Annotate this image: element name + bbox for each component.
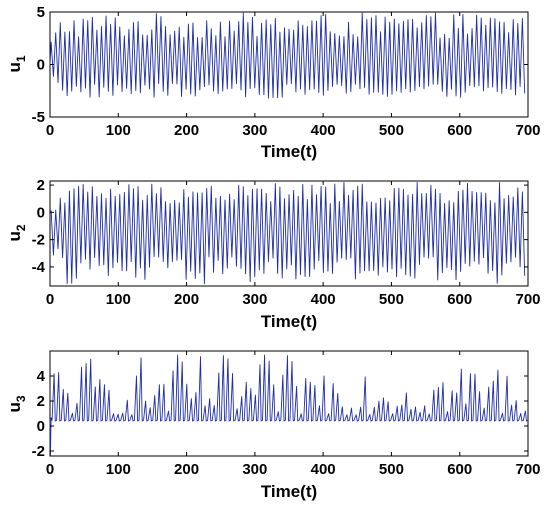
series-layer xyxy=(49,181,526,285)
y-tick-label: -2 xyxy=(32,443,45,460)
y-tick-label: 0 xyxy=(37,57,45,74)
y-axis-label-subscript: 1 xyxy=(14,55,28,62)
x-tick-label: 400 xyxy=(311,122,336,139)
x-tick-label: 100 xyxy=(106,291,131,308)
x-tick-label: 0 xyxy=(46,461,54,478)
plot-area-frame xyxy=(49,350,529,457)
x-tick-label: 200 xyxy=(174,461,199,478)
y-tick-label: -2 xyxy=(32,232,45,249)
x-tick-label: 400 xyxy=(311,291,336,308)
ticks-layer: 0 100 200 300 400 500 600 700 -4 -2 0 2 xyxy=(32,177,541,308)
y-tick-label: -4 xyxy=(32,259,46,276)
x-tick-label: 200 xyxy=(174,291,199,308)
x-axis-label: Time(t) xyxy=(261,142,317,161)
series-layer xyxy=(49,12,526,99)
series-line xyxy=(49,354,529,456)
y-axis-label-main: u xyxy=(5,402,24,412)
plot-area-frame xyxy=(49,11,529,118)
y-tick-label: 2 xyxy=(37,393,45,410)
subplot-u2: 0 100 200 300 400 500 600 700-4-202 Time(t) u2 xyxy=(5,177,541,331)
x-tick-label: 600 xyxy=(447,122,472,139)
x-tick-label: 100 xyxy=(106,122,131,139)
x-axis-label: Time(t) xyxy=(261,312,317,331)
x-tick-label: 600 xyxy=(447,461,472,478)
x-tick-label: 700 xyxy=(515,291,540,308)
series-layer xyxy=(49,354,529,456)
x-tick-label: 200 xyxy=(174,122,199,139)
svg-text:u3: u3 xyxy=(5,395,28,412)
y-axis-label-main: u xyxy=(5,231,24,241)
svg-text:u2: u2 xyxy=(5,224,28,241)
x-tick-label: 700 xyxy=(515,122,540,139)
x-tick-label: 300 xyxy=(242,461,267,478)
y-tick-label: -5 xyxy=(32,109,45,126)
y-tick-label: 5 xyxy=(37,4,45,21)
series-line xyxy=(49,12,526,99)
plot-area-frame xyxy=(49,180,529,287)
x-tick-label: 500 xyxy=(379,461,404,478)
y-tick-label: 4 xyxy=(37,368,46,385)
x-tick-label: 300 xyxy=(242,291,267,308)
x-tick-label: 0 xyxy=(46,291,54,308)
x-tick-label: 600 xyxy=(447,291,472,308)
ticks-layer: 0 100 200 300 400 500 600 700-505 xyxy=(32,4,541,139)
y-axis-label-subscript: 2 xyxy=(14,224,28,231)
series-line xyxy=(49,181,526,285)
x-tick-label: 400 xyxy=(311,461,336,478)
x-tick-label: 500 xyxy=(379,291,404,308)
x-tick-label: 500 xyxy=(379,122,404,139)
x-axis-label: Time(t) xyxy=(261,482,317,501)
y-tick-label: 0 xyxy=(37,418,45,435)
y-axis-label: u1 xyxy=(5,55,28,72)
x-tick-label: 300 xyxy=(242,122,267,139)
x-tick-label: 0 xyxy=(46,122,54,139)
y-axis-label: u2 xyxy=(5,224,28,241)
subplot-u1: 0 100 200 300 400 500 600 700-505 Time(t) u1 xyxy=(5,4,541,161)
y-axis-label-subscript: 3 xyxy=(14,395,28,402)
y-axis-label-main: u xyxy=(5,62,24,72)
y-axis-label: u3 xyxy=(5,395,28,412)
x-tick-label: 100 xyxy=(106,461,131,478)
y-tick-label: 2 xyxy=(37,177,45,194)
svg-text:u1: u1 xyxy=(5,55,28,72)
x-tick-label: 700 xyxy=(515,461,540,478)
y-tick-label: 0 xyxy=(37,204,45,221)
